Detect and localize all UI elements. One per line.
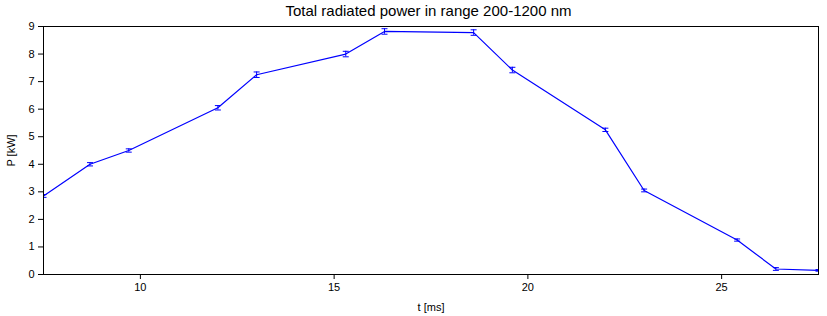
svg-text:0: 0 [28,268,34,280]
svg-text:P [kW]: P [kW] [5,134,17,166]
svg-text:t [ms]: t [ms] [418,301,445,313]
svg-text:2: 2 [28,213,34,225]
html-text:Total radiated power in range: Total radiated power in range 200-1200 n… [285,2,572,19]
svg-text:5: 5 [28,130,34,142]
svg-text:7: 7 [28,75,34,87]
svg-text:10: 10 [134,281,146,293]
svg-text:9: 9 [28,22,34,32]
svg-text:25: 25 [716,281,728,293]
svg-text:3: 3 [28,185,34,197]
svg-text:1: 1 [28,240,34,252]
svg-text:4: 4 [28,158,34,170]
svg-text:15: 15 [328,281,340,293]
svg-text:8: 8 [28,48,34,60]
svg-text:20: 20 [522,281,534,293]
svg-text:6: 6 [28,103,34,115]
